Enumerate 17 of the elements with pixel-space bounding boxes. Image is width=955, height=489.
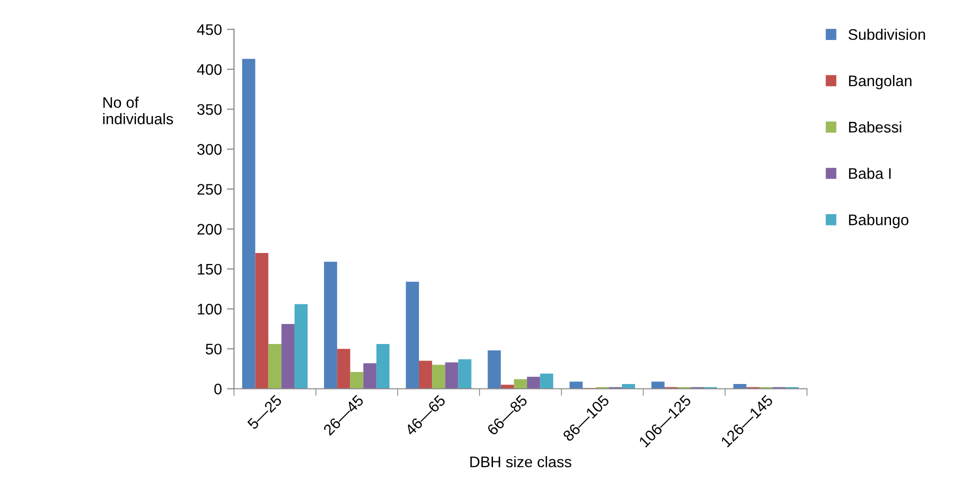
y-tick-label: 100 (198, 304, 222, 315)
y-tick-label: 0 (214, 384, 222, 394)
y-tick-label: 300 (197, 144, 222, 155)
x-axis-title: DBH size class (470, 456, 572, 468)
y-tick-label: 150 (198, 264, 222, 275)
y-tick-label: 250 (197, 184, 222, 195)
y-tick-label: 400 (197, 64, 222, 75)
legend-label: Babungo (849, 214, 908, 228)
legend-label: Subdivision (848, 28, 925, 40)
y-tick-label: 200 (197, 224, 222, 235)
legend-label: Baba I (849, 168, 891, 179)
y-tick-label: 450 (197, 24, 222, 36)
y-axis-title: No of individuals (103, 96, 173, 124)
legend-label: Bangolan (849, 75, 912, 90)
y-tick-label: 50 (206, 344, 222, 355)
legend-label: Babessi (849, 121, 902, 133)
y-tick-label: 350 (197, 104, 222, 115)
